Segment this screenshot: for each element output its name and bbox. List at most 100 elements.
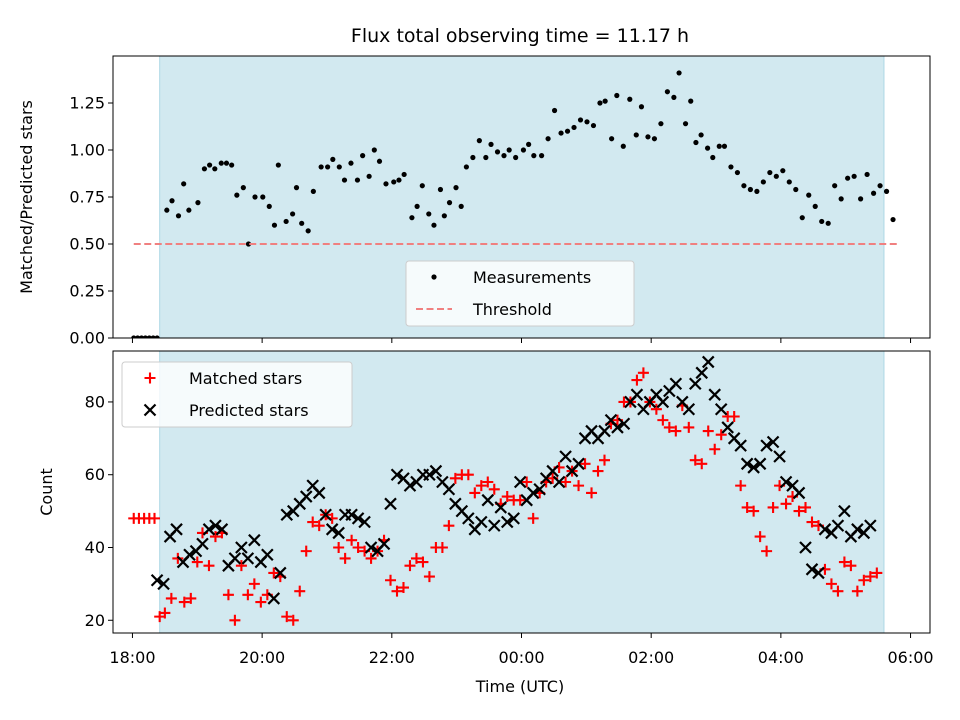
data-point (773, 450, 786, 463)
data-point (688, 377, 702, 391)
data-point (728, 164, 734, 170)
data-point (235, 560, 247, 572)
data-point (165, 592, 177, 604)
data-point (410, 552, 422, 564)
data-point (614, 92, 620, 99)
data-point (201, 166, 208, 172)
data-point (487, 519, 501, 532)
data-point (481, 493, 495, 507)
data-point (780, 498, 792, 510)
data-point (376, 158, 383, 164)
data-point (170, 523, 183, 536)
legend-swatch (431, 274, 437, 280)
data-point (602, 98, 608, 104)
data-point (664, 89, 670, 95)
data-point (384, 497, 397, 511)
legend-swatch (143, 403, 157, 417)
data-point (838, 556, 850, 568)
data-point (313, 520, 325, 532)
data-point (183, 548, 196, 562)
data-point (423, 468, 436, 481)
data-point (469, 487, 481, 499)
data-point (597, 100, 603, 106)
data-point (501, 153, 507, 159)
x-tick-label: 02:00 (628, 648, 674, 667)
data-point (545, 136, 551, 142)
data-point (513, 154, 519, 161)
data-point (520, 147, 527, 153)
data-point (657, 414, 669, 426)
data-point (281, 611, 293, 623)
data-point (476, 138, 482, 144)
data-point (442, 482, 456, 496)
data-point (310, 188, 316, 194)
data-point (793, 186, 799, 193)
data-point (240, 185, 246, 191)
series-measurements (131, 70, 896, 338)
data-point (437, 186, 444, 193)
y-tick-label: 0.25 (69, 282, 105, 301)
data-point (584, 119, 590, 125)
data-point (383, 181, 389, 187)
data-point (475, 515, 488, 529)
y-tick-label: 0.00 (69, 329, 105, 348)
data-point (656, 395, 670, 409)
data-point (186, 207, 192, 213)
data-point (627, 96, 633, 102)
data-point (883, 188, 890, 194)
data-point (845, 560, 857, 572)
data-point (818, 523, 832, 536)
data-point (812, 566, 825, 580)
data-point (191, 556, 203, 568)
data-point (741, 183, 747, 189)
data-point (526, 141, 532, 147)
data-point (209, 519, 222, 532)
legend-box (121, 361, 353, 428)
count-panel: 20 40 60 80 18:00 20:00 22:00 00:00 02:00 04:00 06… (37, 350, 934, 667)
data-point (682, 121, 689, 127)
data-point (734, 169, 741, 176)
data-point (397, 582, 409, 594)
y-tick-label: 0.75 (69, 188, 105, 207)
data-point (858, 196, 864, 202)
data-point (792, 486, 806, 500)
data-point (299, 220, 305, 226)
data-point (864, 171, 870, 178)
data-point (275, 162, 281, 168)
legend-label: Measurements (473, 268, 591, 287)
data-point (449, 472, 461, 484)
data-point (364, 541, 378, 554)
data-point (806, 516, 818, 528)
data-point (307, 516, 319, 528)
data-point (806, 192, 812, 198)
data-point (255, 596, 267, 608)
data-point (365, 552, 377, 564)
data-point (178, 596, 190, 608)
axes-frame (112, 350, 931, 634)
data-point (767, 169, 773, 176)
data-point (670, 425, 682, 437)
data-point (396, 177, 402, 183)
data-point (716, 143, 722, 149)
data-point (229, 162, 235, 168)
data-point (401, 171, 407, 178)
data-point (283, 218, 289, 225)
data-point (693, 139, 699, 146)
data-point (688, 98, 694, 104)
data-point (336, 164, 342, 170)
data-point (252, 194, 258, 200)
data-point (138, 335, 145, 338)
data-point (633, 132, 639, 138)
data-point (150, 573, 164, 587)
data-point (560, 476, 572, 488)
data-point (377, 537, 391, 551)
data-point (704, 145, 711, 151)
x-tick-label: 18:00 (109, 648, 155, 667)
data-point (586, 487, 598, 499)
data-point (403, 479, 417, 492)
data-point (696, 458, 708, 470)
data-point (417, 556, 429, 568)
data-point (638, 104, 645, 110)
data-point (241, 552, 255, 565)
plot-area (128, 355, 883, 626)
